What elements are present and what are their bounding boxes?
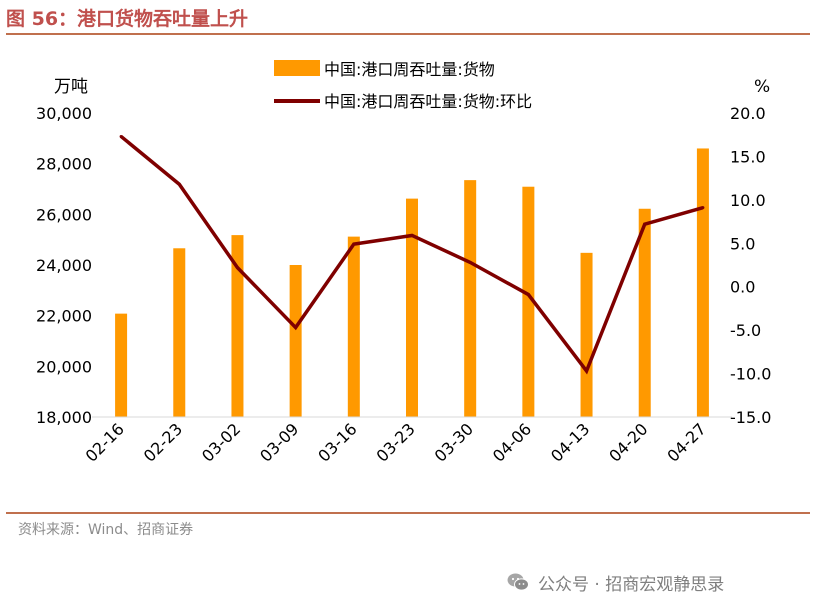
bar [464, 180, 477, 417]
y-left-tick-label: 18,000 [36, 408, 92, 427]
line-point [468, 260, 472, 264]
watermark-text: 公众号 · 招商宏观静思录 [538, 574, 725, 595]
bar [289, 265, 302, 417]
bar [347, 236, 360, 417]
line-point [526, 293, 530, 297]
x-tick-label: 03-09 [256, 419, 302, 465]
bar [115, 313, 128, 417]
bar [638, 208, 651, 417]
y-left-tick-label: 26,000 [36, 205, 92, 224]
y-left-unit-label: 万吨 [54, 77, 88, 97]
y-right-tick-label: -15.0 [730, 408, 771, 427]
bar [580, 252, 593, 417]
x-tick-label: 04-20 [605, 419, 651, 465]
legend-bar-swatch [274, 60, 320, 76]
x-tick-label: 03-23 [373, 419, 419, 465]
y-right-unit-label: % [754, 77, 770, 97]
x-tick-label: 02-23 [140, 419, 186, 465]
watermark: 公众号 · 招商宏观静思录 [506, 569, 724, 595]
line-point [119, 134, 123, 138]
x-tick-label: 03-16 [314, 419, 360, 465]
y-left-tick-label: 20,000 [36, 357, 92, 376]
y-right-tick-label: 20.0 [730, 104, 766, 123]
figure-title: 图 56：港口货物吞吐量上升 [6, 8, 249, 30]
title-divider [6, 33, 810, 35]
bar [696, 148, 709, 417]
legend: 中国:港口周吞吐量:货物 中国:港口周吞吐量:货物:环比 [274, 60, 532, 111]
y-left-tick-label: 22,000 [36, 307, 92, 326]
x-tick-label: 03-02 [198, 419, 244, 465]
y-right-tick-label: 5.0 [730, 234, 755, 253]
y-right-tick-label: -10.0 [730, 365, 771, 384]
y-right-tick-label: -5.0 [730, 321, 761, 340]
line-point [294, 326, 298, 330]
y-right-tick-label: 15.0 [730, 147, 766, 166]
line-point [585, 369, 589, 373]
y-left-tick-label: 24,000 [36, 256, 92, 275]
line-point [643, 222, 647, 226]
bar [522, 186, 535, 417]
line-point [235, 266, 239, 270]
chart: 中国:港口周吞吐量:货物 中国:港口周吞吐量:货物:环比 万吨 % 18,000… [36, 60, 771, 466]
x-tick-labels: 02-16 02-23 03-02 03-09 03-16 03-23 03-30 04-06… [82, 419, 710, 465]
y-left-tick-label: 28,000 [36, 155, 92, 174]
source-note: 资料来源：Wind、招商证券 [18, 522, 194, 538]
bar [231, 235, 244, 417]
y-right-tick-label: 10.0 [730, 191, 766, 210]
wechat-icon [507, 573, 529, 591]
x-tick-label: 03-30 [431, 419, 477, 465]
x-tick-label: 04-06 [489, 419, 535, 465]
x-tick-label: 04-27 [663, 419, 709, 465]
line-series [119, 134, 705, 375]
bar-series [115, 148, 709, 417]
x-tick-label: 04-13 [547, 419, 593, 465]
bar [173, 248, 186, 417]
footer-divider [6, 512, 810, 514]
line-point [352, 242, 356, 246]
bar [406, 198, 418, 417]
y-left-tick-labels: 18,000 20,000 22,000 24,000 26,000 28,000 30,0… [36, 104, 92, 427]
line-point [177, 182, 181, 186]
legend-line-label: 中国:港口周吞吐量:货物:环比 [324, 92, 532, 111]
line-point [701, 206, 705, 210]
y-right-tick-label: 0.0 [730, 278, 755, 297]
y-right-tick-labels: -15.0 -10.0 -5.0 0.0 5.0 10.0 15.0 20.0 [730, 104, 771, 427]
y-left-tick-label: 30,000 [36, 104, 92, 123]
legend-bar-label: 中国:港口周吞吐量:货物 [324, 60, 495, 79]
line-point [410, 233, 414, 237]
